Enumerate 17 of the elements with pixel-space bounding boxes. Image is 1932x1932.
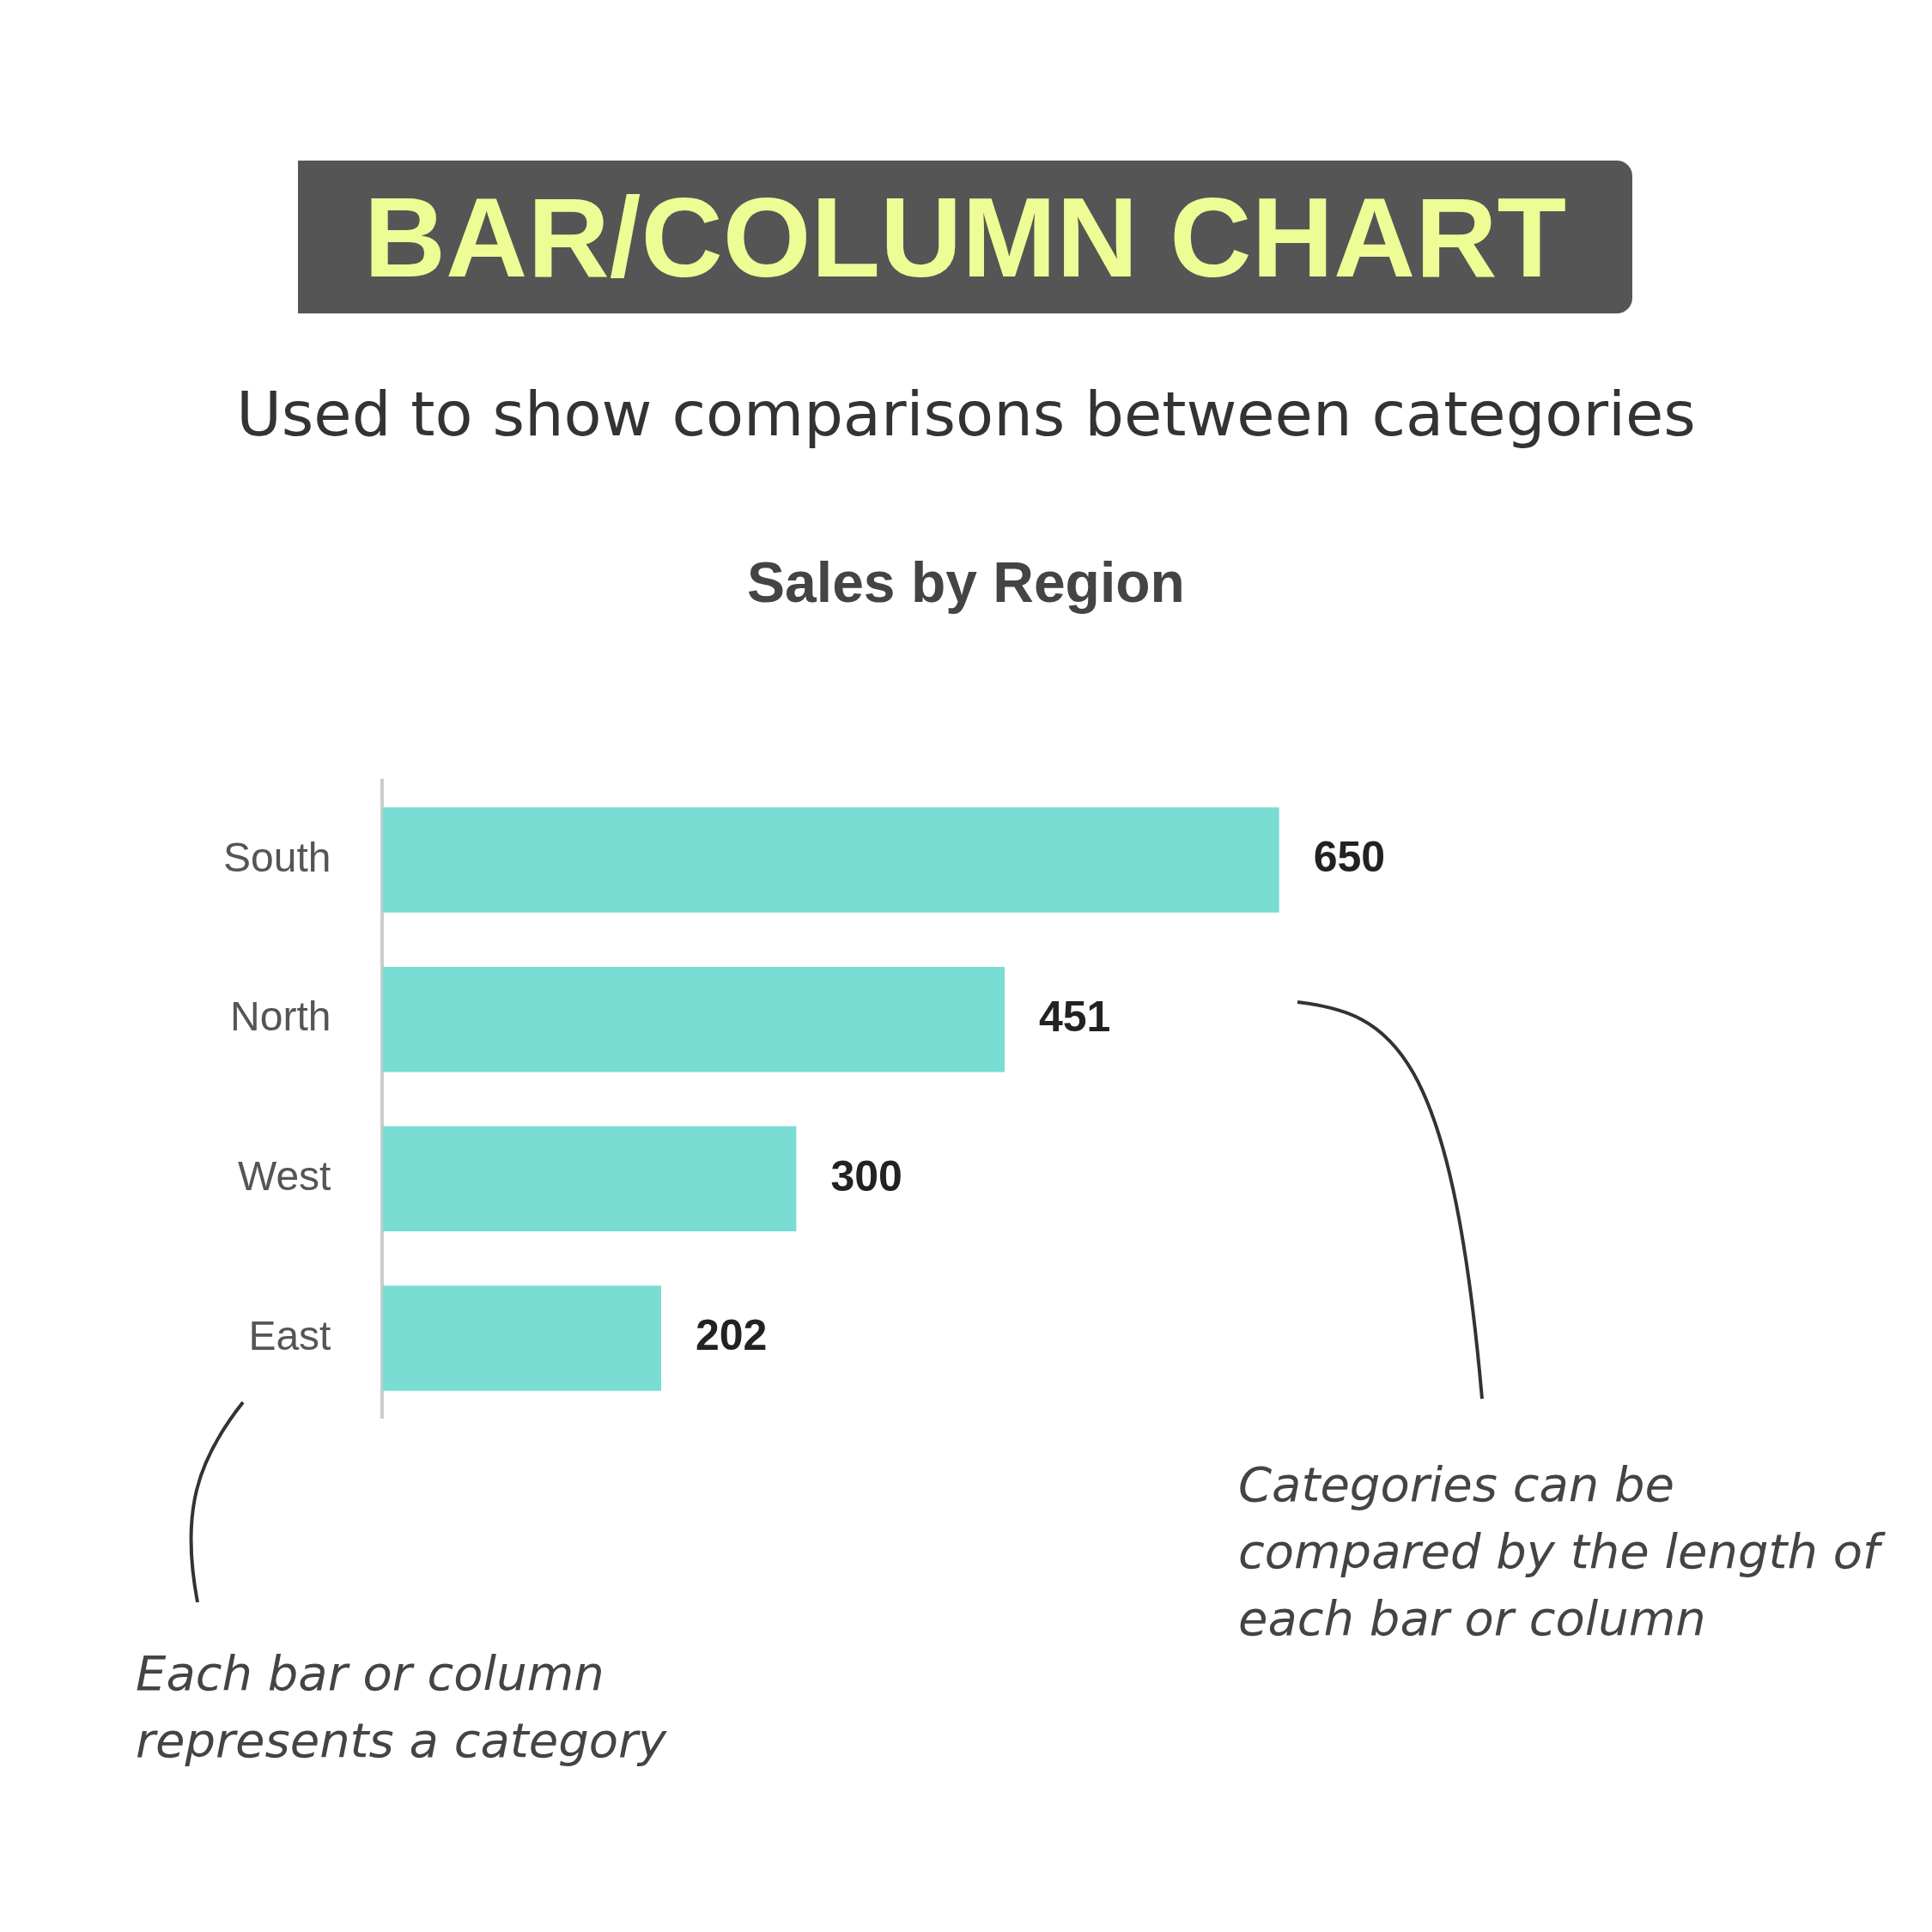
text: Each bar or column represents a category — [136, 1644, 668, 1770]
y-tick-label: South — [223, 834, 331, 880]
data-label: 300 — [830, 1151, 902, 1200]
data-label: 202 — [695, 1311, 768, 1360]
bar — [382, 1285, 661, 1391]
bar — [382, 1126, 797, 1232]
y-tick-label: West — [237, 1153, 331, 1200]
bar — [382, 966, 1005, 1072]
text: Categories can be compared by the length of each bar or column — [1238, 1455, 1886, 1648]
y-tick-label: East — [248, 1312, 331, 1358]
data-label: 650 — [1313, 833, 1386, 882]
y-tick-label: North — [230, 993, 331, 1040]
data-label: 451 — [1038, 992, 1111, 1041]
chart-subtitle: Used to show comparisons between categories — [235, 378, 1697, 450]
bar — [382, 807, 1279, 913]
text: Sales by Region — [746, 550, 1186, 615]
chart-title: BAR/COLUMN CHART — [363, 173, 1567, 302]
